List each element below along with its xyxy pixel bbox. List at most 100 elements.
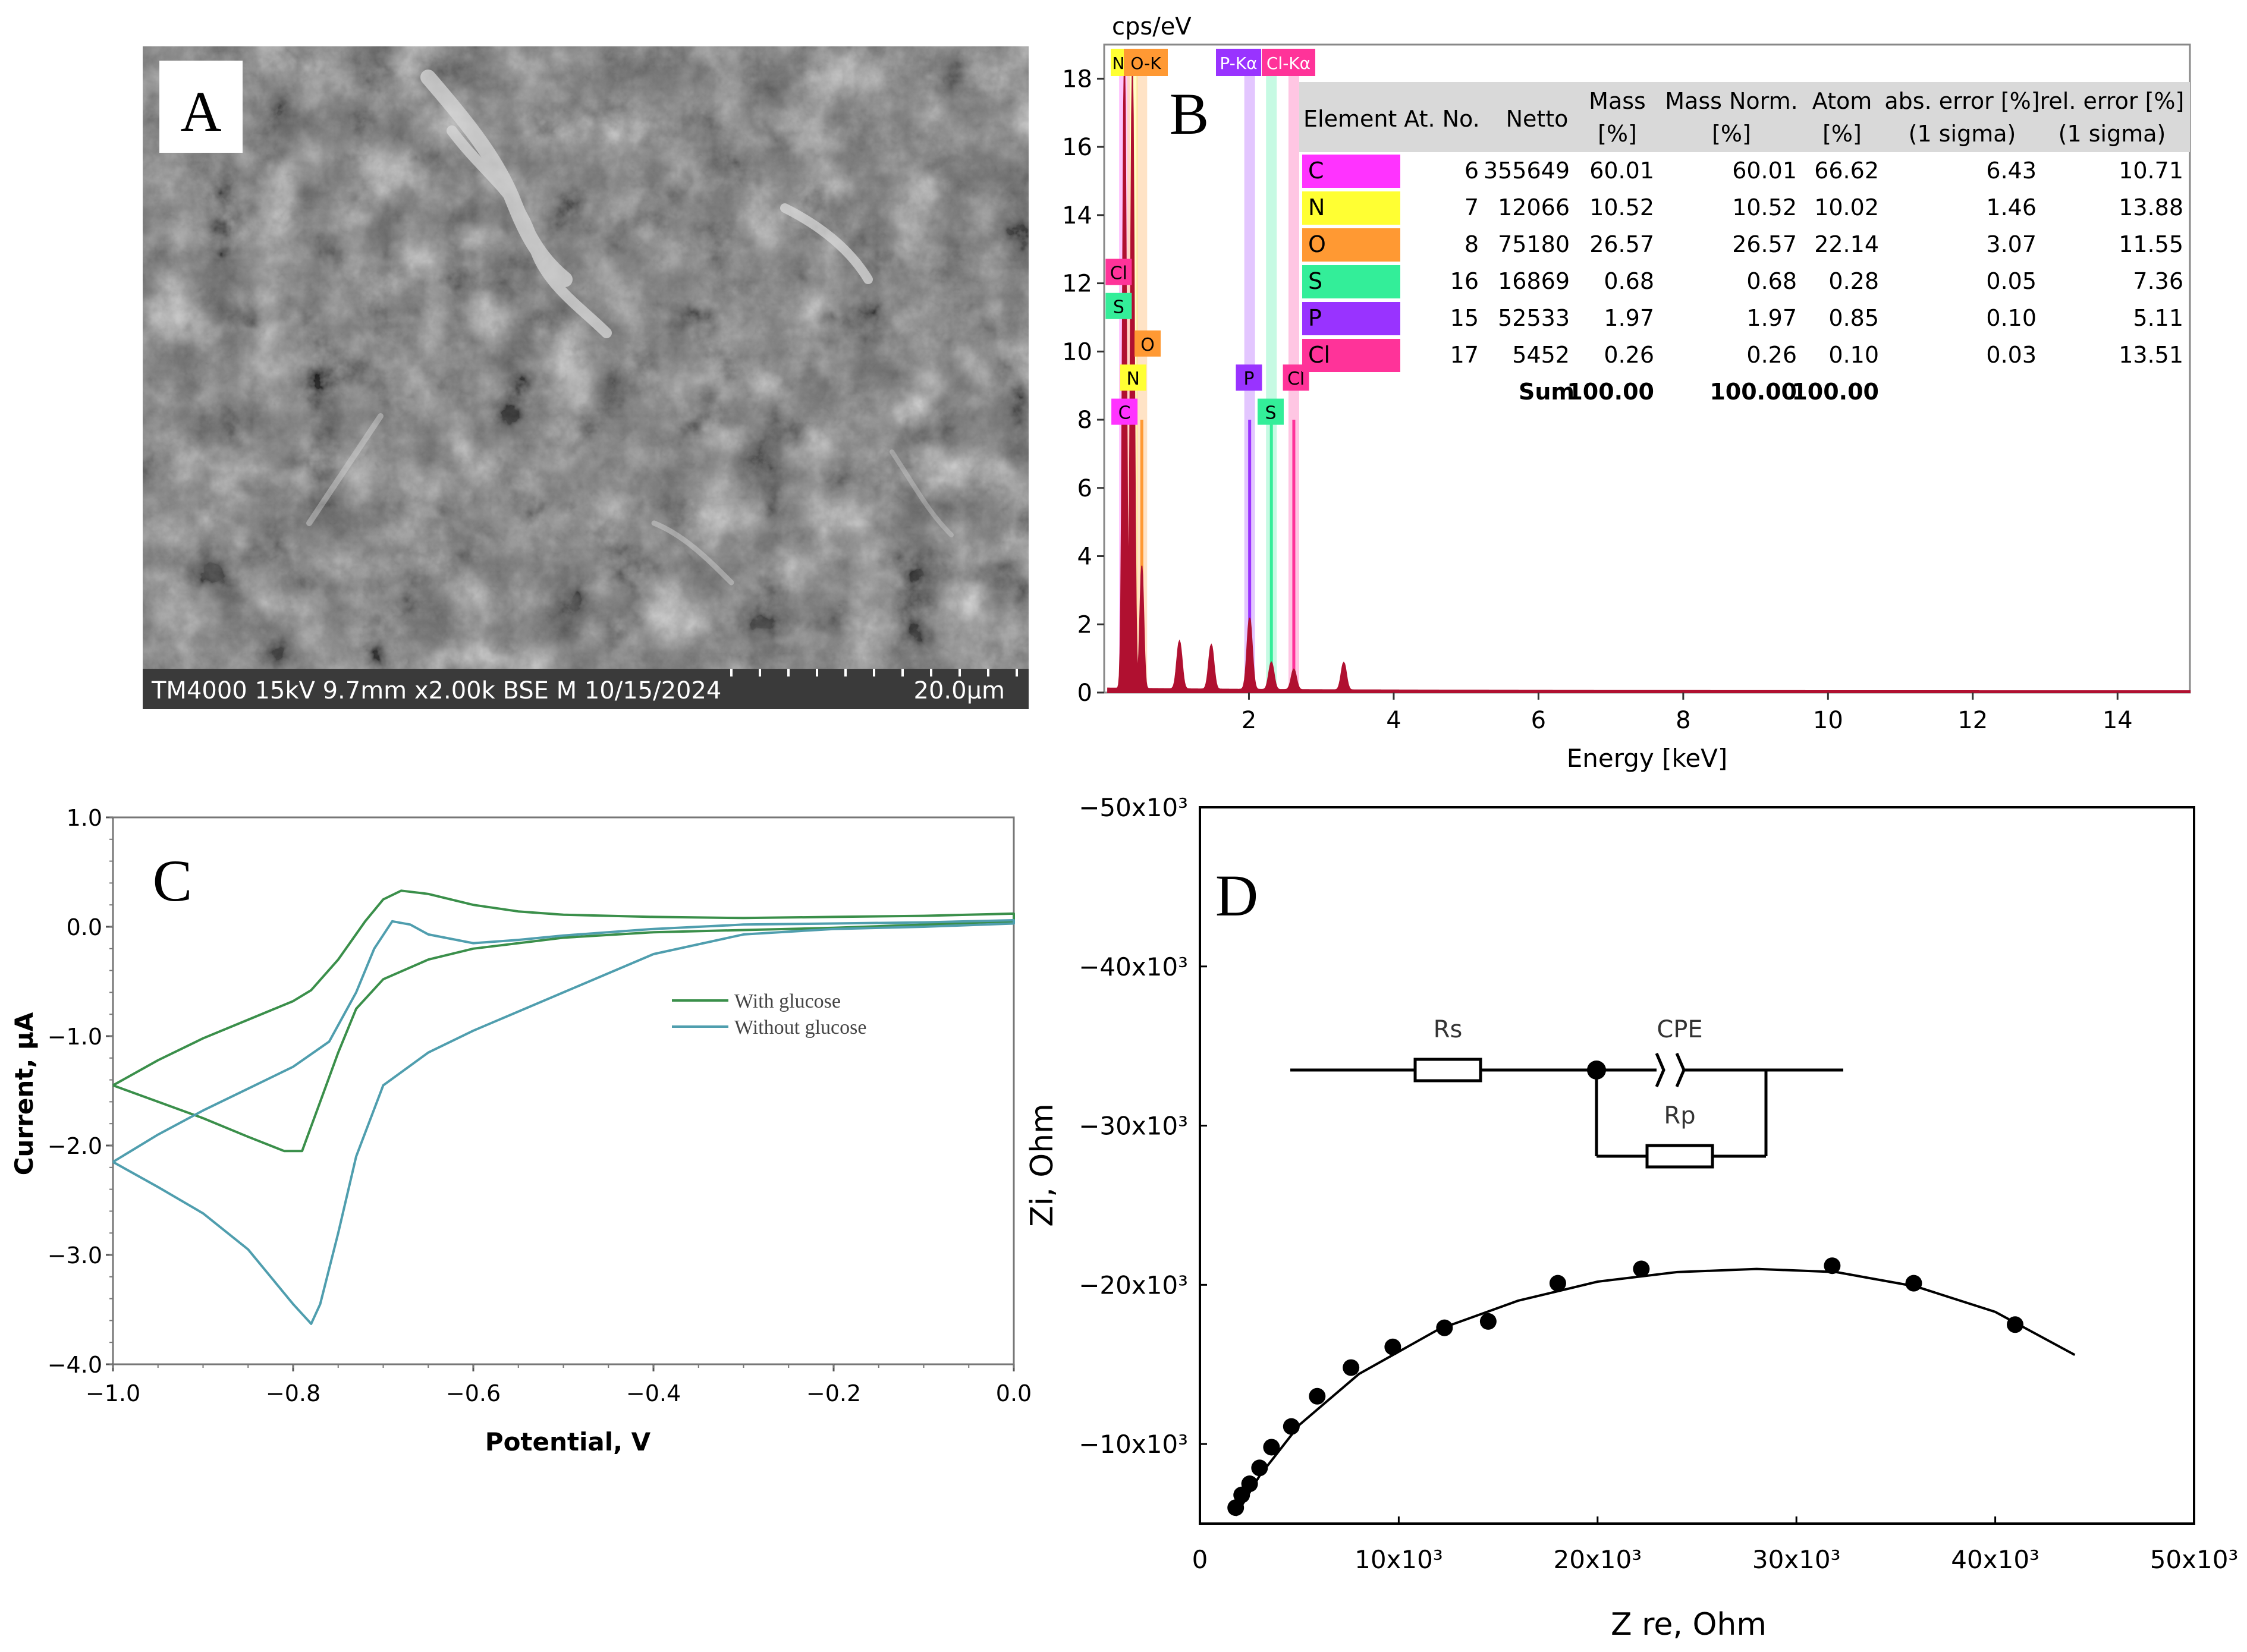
table-cell: 16: [1450, 268, 1479, 294]
table-cell: 0.10: [1828, 342, 1879, 368]
table-header-unit: [%]: [1712, 121, 1751, 147]
edx-composition-table: Element At. No. Netto Mass [%] Mass Norm. [%] A…: [1299, 82, 2190, 405]
cv-ytick-label: 1.0: [67, 805, 102, 831]
cv-legend-label: Without glucose: [734, 1017, 866, 1039]
edx-ytick-label: 18: [1062, 65, 1092, 93]
table-element-swatch: [1302, 339, 1400, 372]
edx-xtick-label: 8: [1676, 707, 1690, 734]
nyquist-point: [1309, 1387, 1326, 1405]
top-label-box: [1111, 49, 1126, 76]
nyquist-point: [1227, 1499, 1245, 1516]
scale-bar-text: 20.0μm: [914, 677, 1005, 704]
table-element: S: [1308, 268, 1322, 294]
marker-s: [1105, 292, 1132, 319]
table-cell: 1.97: [1746, 305, 1797, 331]
edx-xtick-label: 10: [1813, 707, 1843, 734]
ny-xtick-label: 50x10³: [2150, 1545, 2239, 1574]
edx-x-axis-label: Energy [keV]: [1567, 744, 1728, 773]
nyquist-y-axis-label: Zi, Ohm: [1024, 1103, 1060, 1227]
ny-xtick-label: 30x10³: [1752, 1545, 1841, 1574]
table-cell: 10.52: [1732, 194, 1797, 221]
edx-axes: 0 2 4 6 8 10 12 14 16 18 2 4 6 8 10 12 14: [1062, 65, 2133, 734]
edx-ytick-label: 0: [1077, 679, 1092, 707]
nyquist-point: [1251, 1459, 1268, 1477]
table-element-swatch: [1302, 265, 1400, 298]
table-cell: 0.03: [1986, 342, 2037, 368]
panel-a-label: A: [180, 80, 221, 143]
table-cell: 10.71: [2119, 158, 2183, 184]
panel-d-label: D: [1215, 863, 1258, 929]
table-header: Mass: [1589, 88, 1646, 114]
table-header-unit: [%]: [1822, 121, 1862, 147]
top-label: O-K: [1130, 54, 1161, 73]
nyquist-point: [1479, 1313, 1497, 1330]
edx-ytick-label: 4: [1077, 543, 1092, 571]
marker-label: Cl: [1110, 263, 1127, 284]
edx-spectrum: [1107, 57, 2191, 693]
table-sum-cell: 100.00: [1567, 379, 1654, 405]
table-cell: 1.97: [1604, 305, 1654, 331]
ny-xtick-label: 20x10³: [1554, 1545, 1642, 1574]
marker-p: [1236, 364, 1262, 391]
table-cell: 355649: [1484, 158, 1570, 184]
table-header-unit: (1 sigma): [2059, 121, 2166, 147]
cv-ytick-label: −2.0: [48, 1133, 102, 1159]
marker-o: [1135, 330, 1161, 357]
table-cell: 17: [1450, 342, 1479, 368]
table-element: C: [1308, 158, 1324, 184]
table-cell: 0.26: [1746, 342, 1797, 368]
table-header: Mass Norm.: [1665, 88, 1797, 114]
table-cell: 13.88: [2119, 194, 2183, 221]
nyquist-plot-frame: [1199, 806, 2195, 1525]
sem-info-text: TM4000 15kV 9.7mm x2.00k BSE M 10/15/202…: [151, 677, 721, 704]
marker-label: P: [1243, 369, 1254, 389]
ny-ytick-label: −10x10³: [1079, 1430, 1188, 1459]
cpe-element-left: [1655, 1053, 1665, 1087]
cv-xtick-label: −0.2: [806, 1380, 861, 1406]
edx-ytick-label: 12: [1062, 270, 1092, 298]
table-cell: 1.46: [1986, 194, 2037, 221]
marker-n: [1120, 364, 1146, 391]
table-header: At. No.: [1404, 106, 1479, 132]
cv-legend-label: With glucose: [734, 990, 841, 1012]
nyquist-x-axis-label: Z re, Ohm: [1611, 1607, 1767, 1642]
cv-xtick-label: 0.0: [996, 1380, 1032, 1406]
table-cell: 22.14: [1814, 231, 1879, 257]
edx-ytick-label: 6: [1077, 475, 1092, 502]
cv-series-with-glucose: [112, 889, 1015, 1153]
table-header-bg: [1299, 82, 2190, 152]
cv-series-without-glucose: [112, 919, 1015, 1325]
top-label-box: [1124, 49, 1168, 76]
marker-c: [1111, 398, 1138, 425]
edx-y-unit: cps/eV: [1112, 13, 1192, 40]
table-cell: 10.02: [1814, 194, 1879, 221]
ny-ytick-label: −50x10³: [1079, 793, 1188, 822]
cv-xtick-label: −1.0: [86, 1380, 140, 1406]
table-cell: 5452: [1512, 342, 1570, 368]
edx-ytick-label: 8: [1077, 407, 1092, 434]
table-cell: 3.07: [1986, 231, 2037, 257]
nyquist-point: [2007, 1316, 2024, 1333]
table-cell: 11.55: [2119, 231, 2183, 257]
panel-b-label: B: [1170, 81, 1209, 147]
ny-xtick-label: 40x10³: [1951, 1545, 2039, 1574]
nyquist-point: [1824, 1257, 1841, 1275]
marker-label: N: [1126, 369, 1139, 389]
marker-label: O: [1140, 335, 1155, 355]
table-cell: 0.28: [1828, 268, 1879, 294]
equivalent-circuit: Rs CPE Rp: [1290, 1016, 1843, 1169]
top-label: P-Kα: [1220, 54, 1257, 73]
nyquist-point: [1384, 1338, 1401, 1355]
table-cell: 0.85: [1828, 305, 1879, 331]
table-cell: 52533: [1498, 305, 1570, 331]
cv-xtick-label: −0.6: [446, 1380, 501, 1406]
nyquist-point: [1241, 1475, 1258, 1493]
table-cell: 13.51: [2119, 342, 2183, 368]
table-cell: 10.52: [1589, 194, 1654, 221]
edx-xtick-label: 6: [1531, 707, 1546, 734]
table-sum-cell: 100.00: [1792, 379, 1879, 405]
panel-a-label-box: [159, 61, 243, 153]
table-header: Netto: [1506, 106, 1569, 132]
marker-label: C: [1118, 403, 1131, 424]
